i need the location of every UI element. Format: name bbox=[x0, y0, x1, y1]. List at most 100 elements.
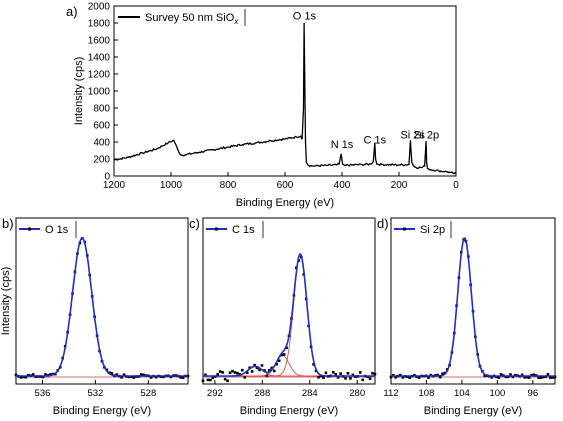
data-point bbox=[280, 353, 283, 357]
data-point bbox=[394, 376, 397, 379]
data-point bbox=[275, 362, 279, 366]
data-point bbox=[149, 376, 153, 379]
data-point bbox=[258, 368, 261, 372]
data-point bbox=[490, 376, 494, 379]
data-point bbox=[368, 377, 372, 380]
data-point bbox=[408, 376, 412, 379]
data-point bbox=[324, 371, 328, 375]
y-tick-label: 0 bbox=[104, 172, 110, 183]
data-point bbox=[520, 373, 524, 377]
data-point bbox=[312, 363, 315, 366]
legend: Si 2p bbox=[394, 221, 452, 238]
data-point bbox=[241, 368, 244, 372]
data-point bbox=[525, 375, 529, 379]
data-point bbox=[243, 376, 247, 379]
x-tick-label: 536 bbox=[35, 388, 51, 399]
data-point bbox=[277, 359, 281, 363]
plot-frame bbox=[113, 5, 457, 177]
x-axis-label: Binding Energy (eV) bbox=[53, 405, 151, 417]
data-point bbox=[530, 373, 533, 377]
data-point bbox=[110, 372, 114, 375]
data-point bbox=[297, 259, 301, 262]
data-point bbox=[211, 376, 215, 380]
data-point bbox=[499, 373, 503, 376]
data-point bbox=[285, 346, 288, 350]
data-point bbox=[245, 371, 249, 375]
si2p-panel: 112 108 104 100 96 Si 2p Binding Energy (eV) d) bbox=[377, 216, 557, 417]
y-tick-label: 200 bbox=[93, 155, 110, 166]
data-point bbox=[389, 375, 393, 379]
legend: C 1s bbox=[206, 221, 264, 238]
legend-marker bbox=[215, 227, 218, 231]
plot-frame bbox=[390, 217, 556, 385]
x-tick-label: 0 bbox=[453, 180, 459, 191]
legend-label: Si 2p bbox=[420, 224, 445, 236]
data-point bbox=[169, 375, 173, 379]
data-point bbox=[22, 375, 25, 379]
plot-frame bbox=[15, 217, 189, 385]
panel-letter: c) bbox=[189, 216, 200, 231]
x-tick-label: 112 bbox=[383, 388, 398, 399]
data-point bbox=[216, 373, 220, 376]
data-point bbox=[201, 379, 205, 383]
data-point bbox=[265, 374, 269, 378]
y-axis-label: Intensity (cps) bbox=[0, 267, 12, 335]
survey-series-line bbox=[113, 22, 457, 175]
data-point bbox=[539, 376, 543, 379]
data-point bbox=[115, 373, 119, 376]
data-point bbox=[317, 376, 320, 379]
data-point bbox=[270, 366, 274, 370]
legend-marker bbox=[28, 227, 31, 231]
data-point bbox=[509, 373, 512, 376]
data-point bbox=[181, 376, 185, 379]
data-point bbox=[19, 376, 23, 379]
data-point bbox=[506, 375, 510, 379]
data-point bbox=[162, 375, 165, 379]
data-point bbox=[523, 376, 526, 379]
data-point bbox=[549, 376, 552, 379]
x-tick-label: 108 bbox=[419, 388, 435, 399]
data-point bbox=[154, 375, 158, 379]
data-point bbox=[132, 376, 136, 379]
data-point bbox=[223, 377, 227, 381]
x-tick-label: 292 bbox=[207, 388, 223, 399]
data-point bbox=[41, 375, 45, 379]
data-point bbox=[120, 376, 123, 379]
data-point bbox=[24, 375, 28, 379]
data-point bbox=[268, 368, 271, 372]
data-point bbox=[231, 369, 234, 373]
data-point bbox=[331, 370, 335, 374]
y-tick-label: 1400 bbox=[88, 53, 111, 64]
data-point bbox=[504, 375, 508, 379]
legend-label: O 1s bbox=[45, 224, 69, 236]
x-axis-label: Binding Energy (eV) bbox=[240, 405, 338, 417]
data-point bbox=[429, 373, 433, 377]
data-point bbox=[351, 373, 355, 377]
data-point bbox=[130, 375, 133, 379]
y-tick-label: 2000 bbox=[88, 2, 111, 13]
data-point bbox=[221, 371, 224, 374]
data-point bbox=[441, 372, 444, 376]
data-point bbox=[253, 363, 256, 367]
data-point bbox=[206, 378, 210, 382]
y-axis-label: Intensity (cps) bbox=[73, 57, 85, 125]
y-tick-label: 600 bbox=[93, 121, 110, 132]
panel-letter: a) bbox=[66, 4, 78, 19]
data-point bbox=[344, 377, 347, 380]
data-point bbox=[218, 370, 222, 373]
x-tick-label: 1000 bbox=[160, 180, 183, 191]
x-tick-label: 800 bbox=[220, 180, 237, 191]
o1s-panel: 536 532 528 O 1s Binding Energy (eV) b) Intens… bbox=[0, 216, 190, 417]
data-point bbox=[371, 371, 374, 375]
x-axis-label: Binding Energy (eV) bbox=[236, 197, 334, 209]
legend: O 1s bbox=[19, 221, 77, 238]
x-tick-label: 200 bbox=[391, 180, 408, 191]
x-tick-label: 96 bbox=[528, 388, 539, 399]
data-point bbox=[248, 366, 251, 370]
legend-label: Survey 50 nm SiOx bbox=[145, 12, 239, 26]
data-point bbox=[44, 373, 47, 376]
data-point bbox=[438, 375, 442, 379]
data-point bbox=[228, 371, 232, 374]
x-tick-label: 104 bbox=[454, 388, 470, 399]
